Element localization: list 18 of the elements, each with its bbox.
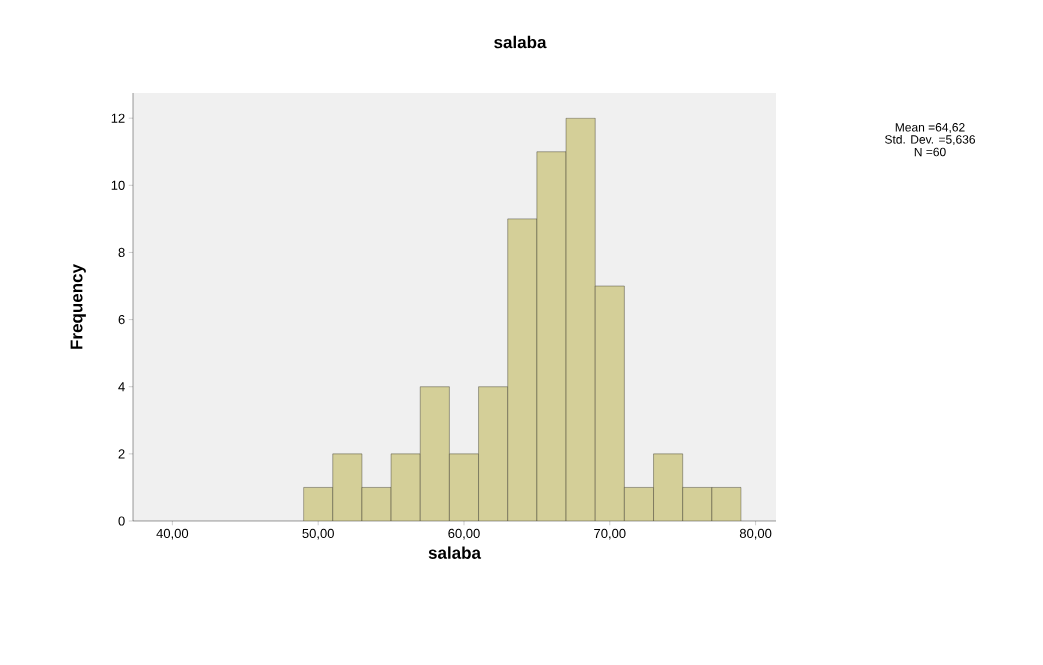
x-axis-title: salaba	[428, 546, 482, 559]
y-axis-title: Frequency	[70, 264, 86, 349]
text: Mean =64,62	[895, 123, 965, 133]
y-tick-label: 10	[111, 180, 125, 190]
x-tick-label: 50,00	[302, 528, 334, 540]
text: N =60	[914, 147, 946, 157]
y-tick-label: 12	[111, 113, 125, 123]
y-tick-label: 6	[118, 314, 125, 325]
y-tick-label: 4	[118, 382, 125, 392]
x-tick-label: 60,00	[448, 528, 480, 540]
x-tick-label: 80,00	[739, 528, 772, 540]
x-tick-label: 40,00	[156, 528, 189, 540]
x-tick-label: 70,00	[594, 528, 626, 540]
y-tick-label: 2	[118, 449, 125, 459]
chart-title: salaba	[494, 35, 547, 49]
text: Std. Dev. =5,636	[885, 134, 975, 146]
y-tick-label: 8	[118, 247, 125, 258]
y-tick-label: 0	[118, 516, 125, 526]
